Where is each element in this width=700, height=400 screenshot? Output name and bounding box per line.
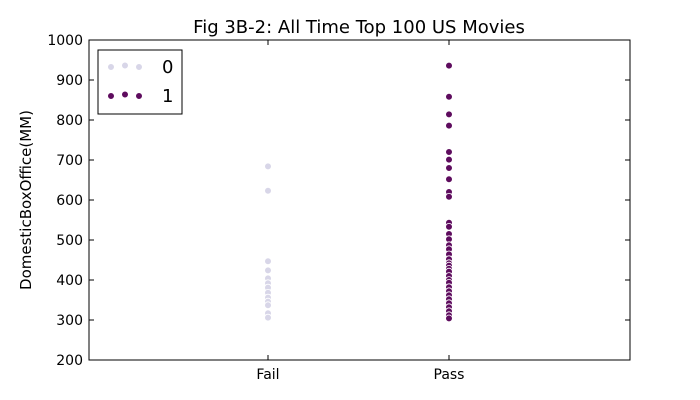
y-tick-label-600: 600 (56, 193, 83, 209)
data-point-series-1-3 (445, 121, 453, 130)
legend-marker-series-0-2 (135, 63, 143, 71)
y-tick-label-500: 500 (56, 233, 83, 249)
data-point-series-1-7 (445, 175, 453, 184)
data-point-series-1-9 (445, 193, 453, 201)
x-tick-label-fail: Fail (256, 367, 279, 383)
data-point-series-0-10 (264, 301, 272, 310)
data-point-series-1-1 (445, 93, 453, 101)
y-tick-label-1000: 1000 (47, 33, 83, 49)
data-point-series-0-2 (264, 257, 272, 266)
data-point-series-1-0 (445, 61, 453, 70)
data-point-series-0-1 (264, 187, 272, 195)
legend-marker-series-1-2 (135, 92, 143, 100)
data-point-series-1-5 (445, 155, 453, 164)
data-point-series-1-2 (445, 110, 453, 119)
data-point-series-1-11 (445, 223, 453, 231)
y-tick-label-300: 300 (56, 313, 83, 329)
x-tick-label-pass: Pass (434, 367, 465, 383)
y-tick-label-800: 800 (56, 113, 83, 129)
legend-marker-series-0-0 (107, 63, 115, 71)
axes: 200 300 400 500 600 700 800 900 1000 Fail Pass (47, 33, 631, 383)
y-tick-label-900: 900 (56, 73, 83, 89)
legend-label-series-0: 0 (162, 57, 173, 78)
chart-title: Fig 3B-2: All Time Top 100 US Movies (193, 17, 525, 38)
y-tick-label-200: 200 (56, 353, 83, 369)
data-point-series-1-4 (445, 148, 453, 156)
data-point-series-0-12 (264, 313, 272, 322)
legend-box (97, 49, 183, 115)
data-point-series-0-0 (264, 162, 272, 171)
data-point-series-1-6 (445, 164, 453, 172)
plot-area (264, 61, 453, 323)
legend-marker-series-1-1 (121, 90, 129, 99)
legend-label-series-1: 1 (162, 86, 173, 107)
y-tick-label-700: 700 (56, 153, 83, 169)
data-point-series-1-33 (445, 314, 453, 323)
legend: 01 (97, 49, 183, 115)
legend-marker-series-1-0 (107, 92, 115, 100)
legend-marker-series-0-1 (121, 61, 129, 70)
y-axis-label: DomesticBoxOffice(MM) (17, 110, 35, 290)
data-point-series-0-3 (264, 266, 272, 275)
y-tick-label-400: 400 (56, 273, 83, 289)
